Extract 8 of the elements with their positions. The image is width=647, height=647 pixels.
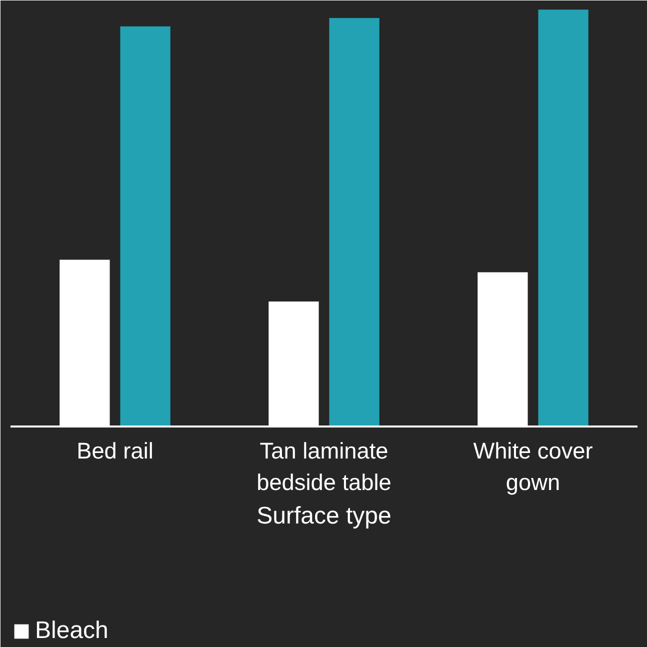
legend-label: Bleach — [35, 617, 108, 645]
bar — [538, 10, 588, 427]
bar — [329, 18, 380, 427]
x-tick-label: Bed rail — [76, 438, 154, 464]
x-tick-label: Tan laminate bedside table — [256, 438, 392, 495]
x-axis-title: Surface type — [256, 502, 392, 530]
x-tick-label: White cover gown — [473, 438, 594, 495]
bar — [120, 26, 170, 427]
